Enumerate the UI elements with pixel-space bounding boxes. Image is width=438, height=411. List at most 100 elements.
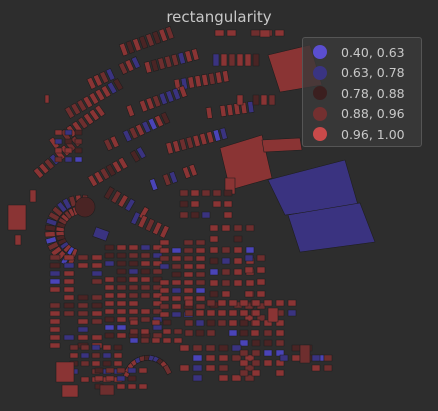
building xyxy=(183,263,194,270)
building xyxy=(154,114,165,128)
building xyxy=(275,339,285,347)
building xyxy=(164,25,175,40)
building xyxy=(152,332,163,339)
building xyxy=(181,166,192,180)
building xyxy=(116,268,127,275)
building xyxy=(192,374,203,382)
building xyxy=(102,352,112,359)
building xyxy=(267,307,279,323)
building xyxy=(51,205,64,217)
building xyxy=(118,62,129,75)
building xyxy=(63,254,75,261)
building xyxy=(244,266,254,274)
building xyxy=(135,123,145,137)
building xyxy=(221,279,231,287)
building xyxy=(116,260,127,267)
building xyxy=(205,344,216,352)
building xyxy=(206,299,216,307)
building xyxy=(64,138,73,145)
building xyxy=(195,271,206,278)
building xyxy=(102,360,112,367)
building xyxy=(116,300,127,307)
building xyxy=(236,94,244,106)
building xyxy=(215,71,223,84)
building xyxy=(250,29,261,37)
legend-label: 0.63, 0.78 xyxy=(341,65,405,81)
building xyxy=(49,302,61,309)
building xyxy=(54,156,63,163)
building xyxy=(256,290,266,298)
building xyxy=(47,241,60,251)
building xyxy=(74,138,83,145)
building xyxy=(91,352,101,359)
building xyxy=(63,334,75,341)
legend-label: 0.78, 0.88 xyxy=(341,85,405,101)
building xyxy=(152,94,162,108)
building xyxy=(209,268,219,276)
building xyxy=(104,292,115,299)
building xyxy=(209,257,219,265)
building xyxy=(7,204,27,231)
building xyxy=(221,70,230,83)
building xyxy=(152,268,163,275)
building xyxy=(77,294,89,301)
building xyxy=(151,337,161,344)
building xyxy=(171,295,182,302)
building xyxy=(226,103,234,117)
building xyxy=(116,316,127,323)
building xyxy=(159,255,170,262)
map-title: rectangularity xyxy=(166,8,272,26)
building xyxy=(103,138,114,152)
building xyxy=(195,247,206,254)
legend-item: 0.78, 0.88 xyxy=(313,83,421,104)
building xyxy=(159,239,170,246)
building xyxy=(80,344,90,351)
building xyxy=(178,85,188,99)
building xyxy=(171,271,182,278)
building xyxy=(228,319,238,327)
building xyxy=(64,129,73,136)
building xyxy=(263,329,273,337)
building xyxy=(94,375,104,382)
building xyxy=(116,324,127,331)
building xyxy=(144,218,156,232)
building xyxy=(165,141,174,155)
building xyxy=(116,252,127,259)
building xyxy=(247,100,255,114)
building xyxy=(104,308,115,315)
building xyxy=(239,329,249,337)
building xyxy=(86,76,97,90)
building xyxy=(128,268,139,275)
building xyxy=(116,383,126,390)
building xyxy=(151,319,161,326)
building xyxy=(171,263,182,270)
building xyxy=(233,224,243,232)
building xyxy=(55,230,65,237)
building xyxy=(92,226,110,242)
legend-item: 0.88, 0.96 xyxy=(313,104,421,125)
legend-item: 0.40, 0.63 xyxy=(313,42,421,63)
building xyxy=(188,163,198,177)
building xyxy=(299,344,311,364)
building xyxy=(159,311,170,318)
building xyxy=(55,361,75,383)
building xyxy=(67,207,76,218)
building xyxy=(263,359,273,367)
building xyxy=(94,88,106,102)
building xyxy=(231,344,242,352)
building xyxy=(158,92,168,106)
building xyxy=(239,339,249,347)
building xyxy=(32,167,45,179)
building xyxy=(275,299,285,307)
legend-label: 0.40, 0.63 xyxy=(341,44,405,60)
building xyxy=(50,245,63,257)
building xyxy=(60,213,70,223)
building xyxy=(91,262,103,269)
building xyxy=(91,254,103,261)
building xyxy=(244,53,252,67)
building xyxy=(170,53,180,67)
building xyxy=(103,186,115,200)
building xyxy=(116,375,126,382)
building xyxy=(151,30,162,45)
building xyxy=(48,136,60,150)
